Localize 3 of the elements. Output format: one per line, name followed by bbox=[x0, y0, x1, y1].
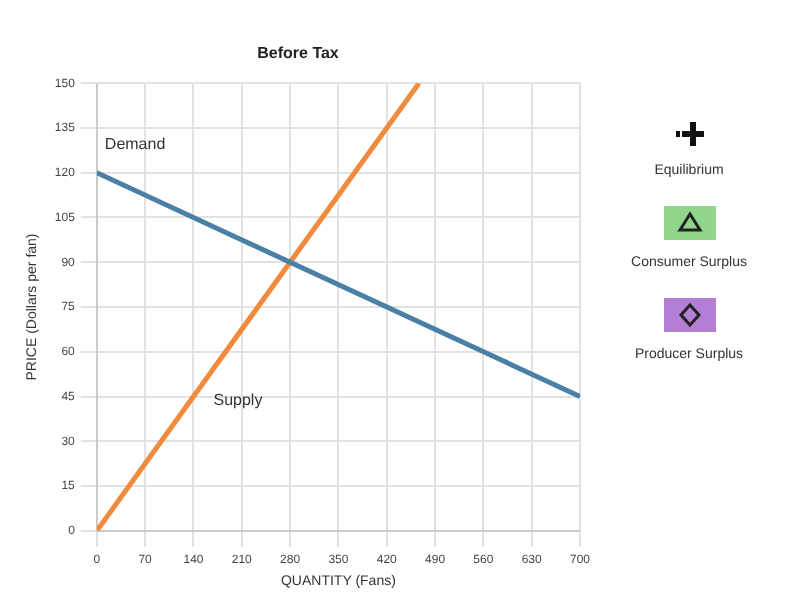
chart-title: Before Tax bbox=[257, 44, 340, 63]
series-label: Demand bbox=[104, 134, 166, 153]
series-label: Supply bbox=[213, 390, 263, 409]
